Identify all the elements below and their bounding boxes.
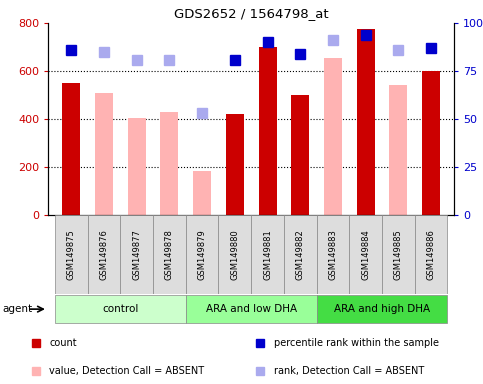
Text: GSM149875: GSM149875 xyxy=(67,229,76,280)
FancyBboxPatch shape xyxy=(349,215,382,294)
Text: GSM149882: GSM149882 xyxy=(296,229,305,280)
Text: percentile rank within the sample: percentile rank within the sample xyxy=(274,338,439,348)
FancyBboxPatch shape xyxy=(316,295,447,323)
Bar xyxy=(258,47,277,215)
FancyBboxPatch shape xyxy=(316,215,349,294)
Text: GSM149879: GSM149879 xyxy=(198,229,207,280)
Text: GSM149885: GSM149885 xyxy=(394,229,403,280)
FancyBboxPatch shape xyxy=(251,215,284,294)
Text: GSM149881: GSM149881 xyxy=(263,229,272,280)
Bar xyxy=(128,118,146,215)
FancyBboxPatch shape xyxy=(153,215,186,294)
Text: ARA and low DHA: ARA and low DHA xyxy=(206,304,297,314)
FancyBboxPatch shape xyxy=(87,215,120,294)
Title: GDS2652 / 1564798_at: GDS2652 / 1564798_at xyxy=(174,7,328,20)
Text: GSM149884: GSM149884 xyxy=(361,229,370,280)
Bar xyxy=(62,83,80,215)
Text: GSM149877: GSM149877 xyxy=(132,229,141,280)
Bar xyxy=(422,71,440,215)
FancyBboxPatch shape xyxy=(415,215,447,294)
Text: GSM149883: GSM149883 xyxy=(328,229,338,280)
FancyBboxPatch shape xyxy=(120,215,153,294)
Bar xyxy=(389,86,407,215)
Bar xyxy=(291,95,309,215)
FancyBboxPatch shape xyxy=(55,215,87,294)
Text: rank, Detection Call = ABSENT: rank, Detection Call = ABSENT xyxy=(274,366,425,376)
Text: value, Detection Call = ABSENT: value, Detection Call = ABSENT xyxy=(49,366,204,376)
FancyBboxPatch shape xyxy=(55,295,186,323)
Text: control: control xyxy=(102,304,139,314)
Text: agent: agent xyxy=(2,304,32,314)
Text: count: count xyxy=(49,338,77,348)
FancyBboxPatch shape xyxy=(186,295,316,323)
Text: GSM149880: GSM149880 xyxy=(230,229,239,280)
Text: GSM149878: GSM149878 xyxy=(165,229,174,280)
Text: GSM149876: GSM149876 xyxy=(99,229,108,280)
Text: ARA and high DHA: ARA and high DHA xyxy=(334,304,430,314)
Bar xyxy=(324,58,342,215)
Bar xyxy=(95,93,113,215)
Bar xyxy=(160,112,178,215)
FancyBboxPatch shape xyxy=(382,215,415,294)
Bar xyxy=(193,170,211,215)
FancyBboxPatch shape xyxy=(218,215,251,294)
Bar xyxy=(226,114,244,215)
FancyBboxPatch shape xyxy=(186,215,218,294)
Bar xyxy=(356,29,375,215)
FancyBboxPatch shape xyxy=(284,215,316,294)
Text: GSM149886: GSM149886 xyxy=(426,229,436,280)
